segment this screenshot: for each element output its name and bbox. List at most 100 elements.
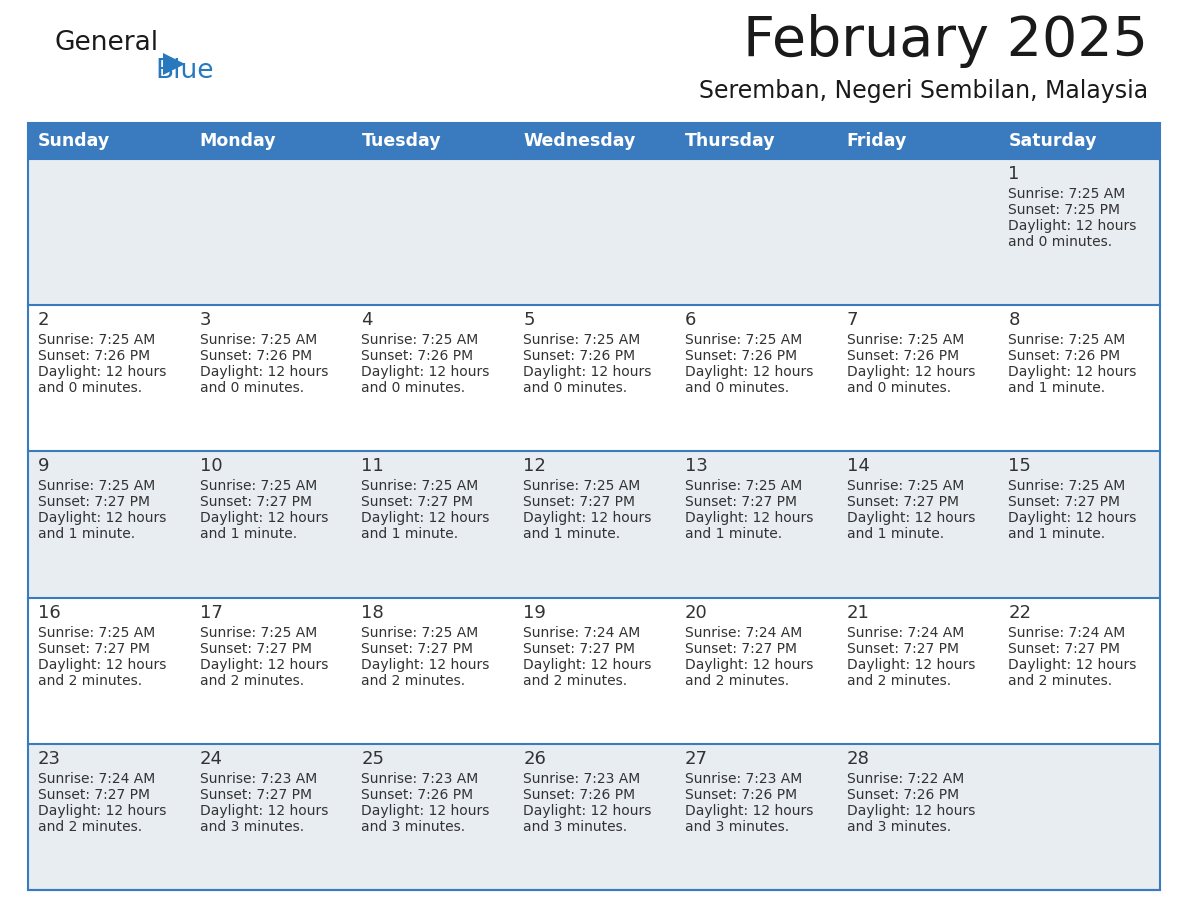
Text: and 3 minutes.: and 3 minutes. [361,820,466,834]
Text: and 1 minute.: and 1 minute. [1009,528,1105,542]
Text: Daylight: 12 hours: Daylight: 12 hours [684,511,814,525]
Text: 26: 26 [523,750,546,767]
Text: Sunrise: 7:25 AM: Sunrise: 7:25 AM [684,479,802,493]
Text: and 0 minutes.: and 0 minutes. [847,381,950,396]
Text: Saturday: Saturday [1009,132,1097,150]
Bar [513,123,675,159]
Text: Friday: Friday [847,132,906,150]
Bar [836,598,998,744]
Text: Sunrise: 7:23 AM: Sunrise: 7:23 AM [200,772,317,786]
Text: Sunrise: 7:23 AM: Sunrise: 7:23 AM [361,772,479,786]
Text: Sunrise: 7:25 AM: Sunrise: 7:25 AM [361,479,479,493]
Text: General: General [55,30,159,56]
Text: Daylight: 12 hours: Daylight: 12 hours [1009,365,1137,379]
Bar [675,123,836,159]
Bar [998,744,1159,890]
Text: Daylight: 12 hours: Daylight: 12 hours [1009,511,1137,525]
Bar [190,598,352,744]
Text: and 3 minutes.: and 3 minutes. [523,820,627,834]
Text: Daylight: 12 hours: Daylight: 12 hours [523,365,651,379]
Text: Sunrise: 7:25 AM: Sunrise: 7:25 AM [200,479,317,493]
Text: Blue: Blue [154,58,214,84]
Text: Daylight: 12 hours: Daylight: 12 hours [1009,657,1137,672]
Text: February 2025: February 2025 [742,14,1148,68]
Text: Sunrise: 7:23 AM: Sunrise: 7:23 AM [523,772,640,786]
Bar [513,744,675,890]
Text: 3: 3 [200,311,211,330]
Text: 23: 23 [38,750,61,767]
Text: Seremban, Negeri Sembilan, Malaysia: Seremban, Negeri Sembilan, Malaysia [699,79,1148,103]
Bar [352,123,513,159]
Text: Daylight: 12 hours: Daylight: 12 hours [847,511,975,525]
Text: and 2 minutes.: and 2 minutes. [200,674,304,688]
Text: Daylight: 12 hours: Daylight: 12 hours [847,365,975,379]
Text: Sunrise: 7:24 AM: Sunrise: 7:24 AM [38,772,156,786]
Text: Daylight: 12 hours: Daylight: 12 hours [1009,219,1137,233]
Text: Sunrise: 7:24 AM: Sunrise: 7:24 AM [847,625,963,640]
Text: Sunset: 7:26 PM: Sunset: 7:26 PM [1009,349,1120,364]
Text: Daylight: 12 hours: Daylight: 12 hours [38,365,166,379]
Text: and 2 minutes.: and 2 minutes. [38,820,143,834]
Text: Daylight: 12 hours: Daylight: 12 hours [523,657,651,672]
Bar [513,452,675,598]
Bar [352,452,513,598]
Text: Sunrise: 7:23 AM: Sunrise: 7:23 AM [684,772,802,786]
Text: Sunset: 7:27 PM: Sunset: 7:27 PM [200,496,311,509]
Text: and 2 minutes.: and 2 minutes. [361,674,466,688]
Text: Daylight: 12 hours: Daylight: 12 hours [200,804,328,818]
Text: Sunset: 7:27 PM: Sunset: 7:27 PM [200,642,311,655]
Text: 11: 11 [361,457,384,476]
Bar [836,123,998,159]
Text: Daylight: 12 hours: Daylight: 12 hours [523,511,651,525]
Text: Sunset: 7:27 PM: Sunset: 7:27 PM [523,496,636,509]
Bar [352,744,513,890]
Text: 14: 14 [847,457,870,476]
Text: 15: 15 [1009,457,1031,476]
Text: Sunset: 7:27 PM: Sunset: 7:27 PM [847,642,959,655]
Bar [513,159,675,305]
Bar [29,744,190,890]
Text: and 0 minutes.: and 0 minutes. [1009,235,1112,249]
Text: and 3 minutes.: and 3 minutes. [847,820,950,834]
Bar [352,159,513,305]
Text: 25: 25 [361,750,385,767]
Text: Sunrise: 7:25 AM: Sunrise: 7:25 AM [200,333,317,347]
Text: 12: 12 [523,457,546,476]
Text: 10: 10 [200,457,222,476]
Text: Sunrise: 7:25 AM: Sunrise: 7:25 AM [684,333,802,347]
Text: 17: 17 [200,604,222,621]
Text: Daylight: 12 hours: Daylight: 12 hours [361,804,489,818]
Text: 18: 18 [361,604,384,621]
Text: Daylight: 12 hours: Daylight: 12 hours [200,657,328,672]
Text: Sunrise: 7:25 AM: Sunrise: 7:25 AM [1009,333,1125,347]
Text: and 1 minute.: and 1 minute. [38,528,135,542]
Bar [29,123,1159,890]
Text: 7: 7 [847,311,858,330]
Text: 20: 20 [684,604,708,621]
Text: Sunrise: 7:25 AM: Sunrise: 7:25 AM [38,333,156,347]
Text: 28: 28 [847,750,870,767]
Text: Sunset: 7:27 PM: Sunset: 7:27 PM [847,496,959,509]
Bar [190,744,352,890]
Text: Daylight: 12 hours: Daylight: 12 hours [847,804,975,818]
Text: 2: 2 [38,311,50,330]
Text: Daylight: 12 hours: Daylight: 12 hours [847,657,975,672]
Text: and 0 minutes.: and 0 minutes. [38,381,143,396]
Text: 8: 8 [1009,311,1019,330]
Text: Sunset: 7:27 PM: Sunset: 7:27 PM [361,642,474,655]
Text: Sunset: 7:26 PM: Sunset: 7:26 PM [684,349,797,364]
Text: and 3 minutes.: and 3 minutes. [200,820,304,834]
Text: and 3 minutes.: and 3 minutes. [684,820,789,834]
Text: Wednesday: Wednesday [523,132,636,150]
Text: Sunrise: 7:25 AM: Sunrise: 7:25 AM [847,333,963,347]
Bar [675,305,836,452]
Text: 16: 16 [38,604,61,621]
Text: Daylight: 12 hours: Daylight: 12 hours [200,511,328,525]
Text: Sunset: 7:26 PM: Sunset: 7:26 PM [361,788,474,801]
Text: 4: 4 [361,311,373,330]
Text: Sunrise: 7:24 AM: Sunrise: 7:24 AM [684,625,802,640]
Bar [836,744,998,890]
Text: Sunset: 7:27 PM: Sunset: 7:27 PM [1009,496,1120,509]
Text: Sunset: 7:27 PM: Sunset: 7:27 PM [38,788,150,801]
Text: Sunrise: 7:25 AM: Sunrise: 7:25 AM [847,479,963,493]
